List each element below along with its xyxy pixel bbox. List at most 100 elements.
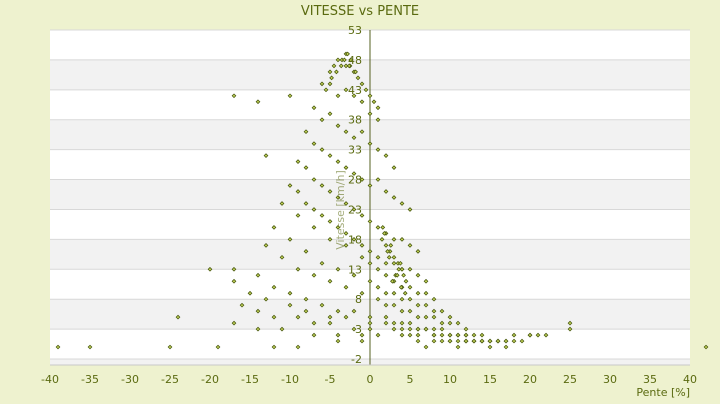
data-point bbox=[271, 344, 277, 350]
data-point bbox=[263, 296, 269, 302]
data-point bbox=[390, 278, 395, 284]
data-point bbox=[383, 153, 389, 158]
data-point bbox=[271, 314, 277, 320]
x-tick-label: -20 bbox=[201, 373, 219, 386]
data-point bbox=[447, 314, 453, 320]
data-point bbox=[423, 344, 429, 350]
data-point bbox=[311, 320, 317, 326]
data-point bbox=[439, 338, 445, 344]
data-point bbox=[359, 242, 365, 248]
data-point bbox=[287, 302, 293, 308]
data-point bbox=[359, 213, 365, 218]
data-point bbox=[327, 69, 333, 75]
data-point bbox=[319, 213, 325, 218]
data-point bbox=[327, 219, 333, 224]
data-point bbox=[167, 344, 173, 350]
data-point bbox=[415, 338, 421, 344]
data-point bbox=[335, 195, 341, 200]
data-point bbox=[359, 290, 365, 296]
data-point bbox=[303, 129, 309, 135]
data-point bbox=[383, 290, 389, 296]
data-point bbox=[247, 290, 253, 296]
data-point bbox=[351, 237, 357, 242]
data-point bbox=[394, 272, 400, 278]
y-axis-label: Vitesse [km/h] bbox=[334, 170, 347, 250]
x-tick-label: 0 bbox=[367, 373, 374, 386]
data-point bbox=[335, 332, 341, 338]
data-point bbox=[343, 284, 349, 290]
data-point bbox=[319, 117, 325, 123]
data-point bbox=[367, 248, 373, 254]
data-point bbox=[479, 338, 485, 344]
data-point bbox=[255, 99, 261, 105]
data-point bbox=[431, 314, 437, 320]
x-tick-label: 5 bbox=[407, 373, 414, 386]
data-point bbox=[402, 290, 408, 296]
data-point bbox=[271, 225, 277, 230]
data-point bbox=[279, 326, 285, 332]
data-point bbox=[399, 237, 405, 242]
data-point bbox=[367, 141, 373, 147]
data-point bbox=[399, 308, 405, 314]
y-tick-label: 38 bbox=[348, 114, 362, 127]
data-point bbox=[407, 207, 413, 212]
y-tick-label: 43 bbox=[348, 84, 362, 97]
data-point bbox=[407, 332, 413, 338]
x-tick-label: 25 bbox=[563, 373, 577, 386]
data-point bbox=[295, 159, 301, 164]
data-point bbox=[391, 260, 397, 266]
y-tick-label: 28 bbox=[348, 174, 362, 187]
data-point bbox=[375, 225, 381, 230]
data-point bbox=[403, 278, 409, 284]
data-point bbox=[455, 332, 461, 338]
data-point bbox=[343, 165, 349, 170]
y-tick-label: 23 bbox=[348, 203, 362, 216]
data-point bbox=[351, 171, 357, 176]
y-tick-label: 3 bbox=[355, 323, 362, 336]
data-point bbox=[231, 320, 237, 326]
data-point bbox=[495, 338, 501, 344]
data-point bbox=[207, 266, 213, 272]
data-point bbox=[447, 332, 453, 338]
data-point bbox=[375, 284, 381, 290]
data-point bbox=[295, 266, 301, 272]
data-point bbox=[399, 201, 405, 206]
data-point bbox=[329, 75, 334, 81]
data-point bbox=[543, 332, 549, 338]
data-point bbox=[335, 57, 341, 63]
data-point bbox=[471, 338, 477, 344]
data-point bbox=[343, 314, 349, 320]
x-tick-label: -5 bbox=[325, 373, 336, 386]
data-point bbox=[359, 254, 365, 260]
data-point bbox=[287, 183, 293, 188]
data-point bbox=[327, 278, 333, 284]
data-point bbox=[407, 242, 413, 248]
data-point bbox=[463, 332, 469, 338]
data-point bbox=[487, 338, 493, 344]
data-point bbox=[231, 266, 237, 272]
data-point bbox=[407, 326, 413, 332]
y-tick-label: 33 bbox=[348, 144, 362, 157]
data-point bbox=[353, 69, 358, 75]
data-point bbox=[527, 332, 533, 338]
data-point bbox=[327, 237, 333, 242]
x-tick-label: -10 bbox=[281, 373, 299, 386]
data-point bbox=[407, 308, 413, 314]
data-point bbox=[319, 183, 325, 188]
data-point bbox=[431, 338, 437, 344]
data-point bbox=[311, 177, 317, 182]
data-point bbox=[471, 332, 477, 338]
x-tick-label: -35 bbox=[81, 373, 99, 386]
data-point bbox=[511, 332, 517, 338]
data-point bbox=[367, 93, 373, 99]
data-point bbox=[311, 207, 317, 212]
x-tick-labels: -40 -35 -30 -25 -20 -15 -10 -5 0 5 10 15 20 25 30 35 40 bbox=[41, 373, 697, 386]
data-point bbox=[343, 242, 349, 248]
data-point bbox=[255, 308, 261, 314]
data-point bbox=[431, 308, 437, 314]
data-point bbox=[335, 266, 341, 272]
data-point bbox=[351, 308, 357, 314]
x-tick-label: 20 bbox=[523, 373, 537, 386]
